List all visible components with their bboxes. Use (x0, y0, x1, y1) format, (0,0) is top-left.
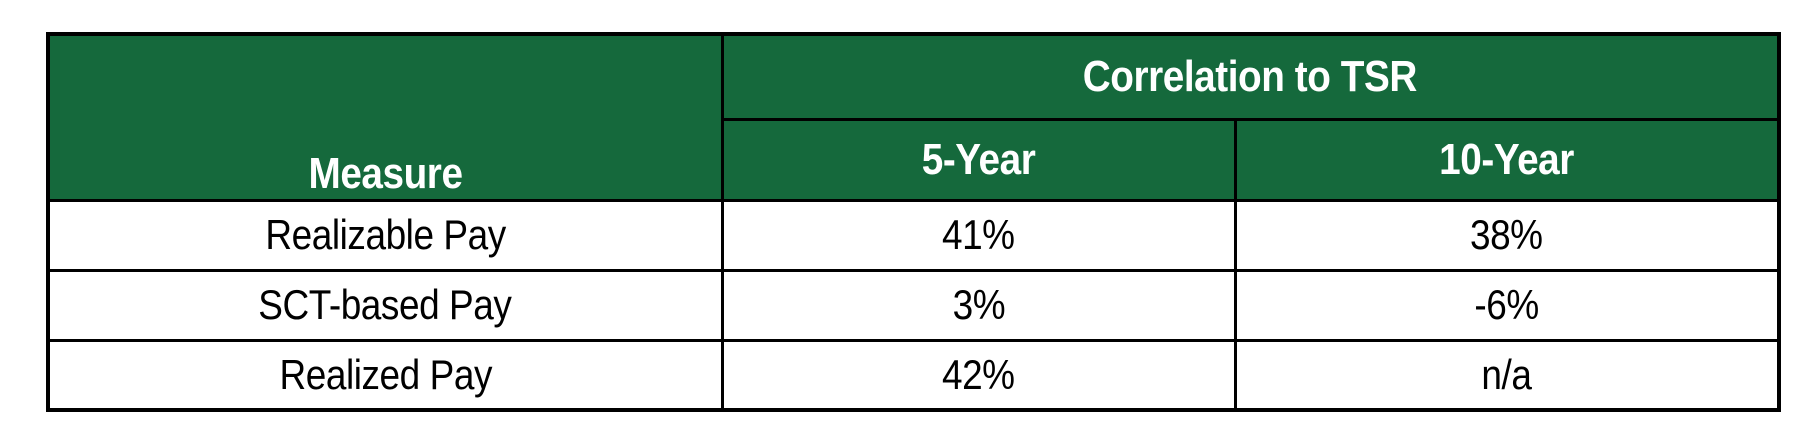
10-year-value: 38% (1470, 211, 1544, 258)
10-year-value: n/a (1481, 350, 1533, 398)
value-cell-10-year: -6% (1233, 268, 1781, 342)
value-cell-5-year: 41% (720, 198, 1237, 272)
5-year-value: 42% (942, 350, 1015, 398)
value-cell-5-year: 3% (720, 268, 1237, 342)
value-cell-10-year: 38% (1233, 198, 1781, 272)
correlation-to-tsr-group-header: Correlation to TSR (720, 32, 1781, 121)
group-header-label: Correlation to TSR (1083, 51, 1418, 101)
5-year-header-label: 5-Year (921, 134, 1036, 184)
measure-value: Realized Pay (279, 350, 492, 398)
value-cell-5-year: 42% (720, 338, 1237, 412)
column-header-5-year: 5-Year (720, 117, 1237, 202)
correlation-to-tsr-table: Measure Correlation to TSR 5-Year 10-Yea… (46, 32, 1781, 412)
5-year-value: 41% (942, 211, 1015, 258)
value-cell-10-year: n/a (1233, 338, 1781, 412)
measure-header-label: Measure (308, 148, 463, 198)
measure-column-header: Measure (46, 32, 724, 202)
table-row-realizable-pay: Realizable Pay 41% 38% (46, 198, 1781, 272)
header-row-group: Measure Correlation to TSR (46, 32, 1781, 202)
measure-cell: Realized Pay (46, 338, 724, 412)
measure-value: SCT-based Pay (258, 281, 513, 328)
column-header-10-year: 10-Year (1233, 117, 1781, 202)
measure-value: Realizable Pay (265, 211, 506, 258)
table-row-sct-based-pay: SCT-based Pay 3% -6% (46, 268, 1781, 342)
5-year-value: 3% (952, 281, 1005, 328)
measure-cell: Realizable Pay (46, 198, 724, 272)
10-year-header-label: 10-Year (1439, 134, 1575, 184)
table-row-realized-pay: Realized Pay 42% n/a (46, 338, 1781, 412)
header-row-sub: 5-Year 10-Year (48, 117, 1781, 202)
10-year-value: -6% (1474, 281, 1540, 328)
measure-cell: SCT-based Pay (46, 268, 724, 342)
